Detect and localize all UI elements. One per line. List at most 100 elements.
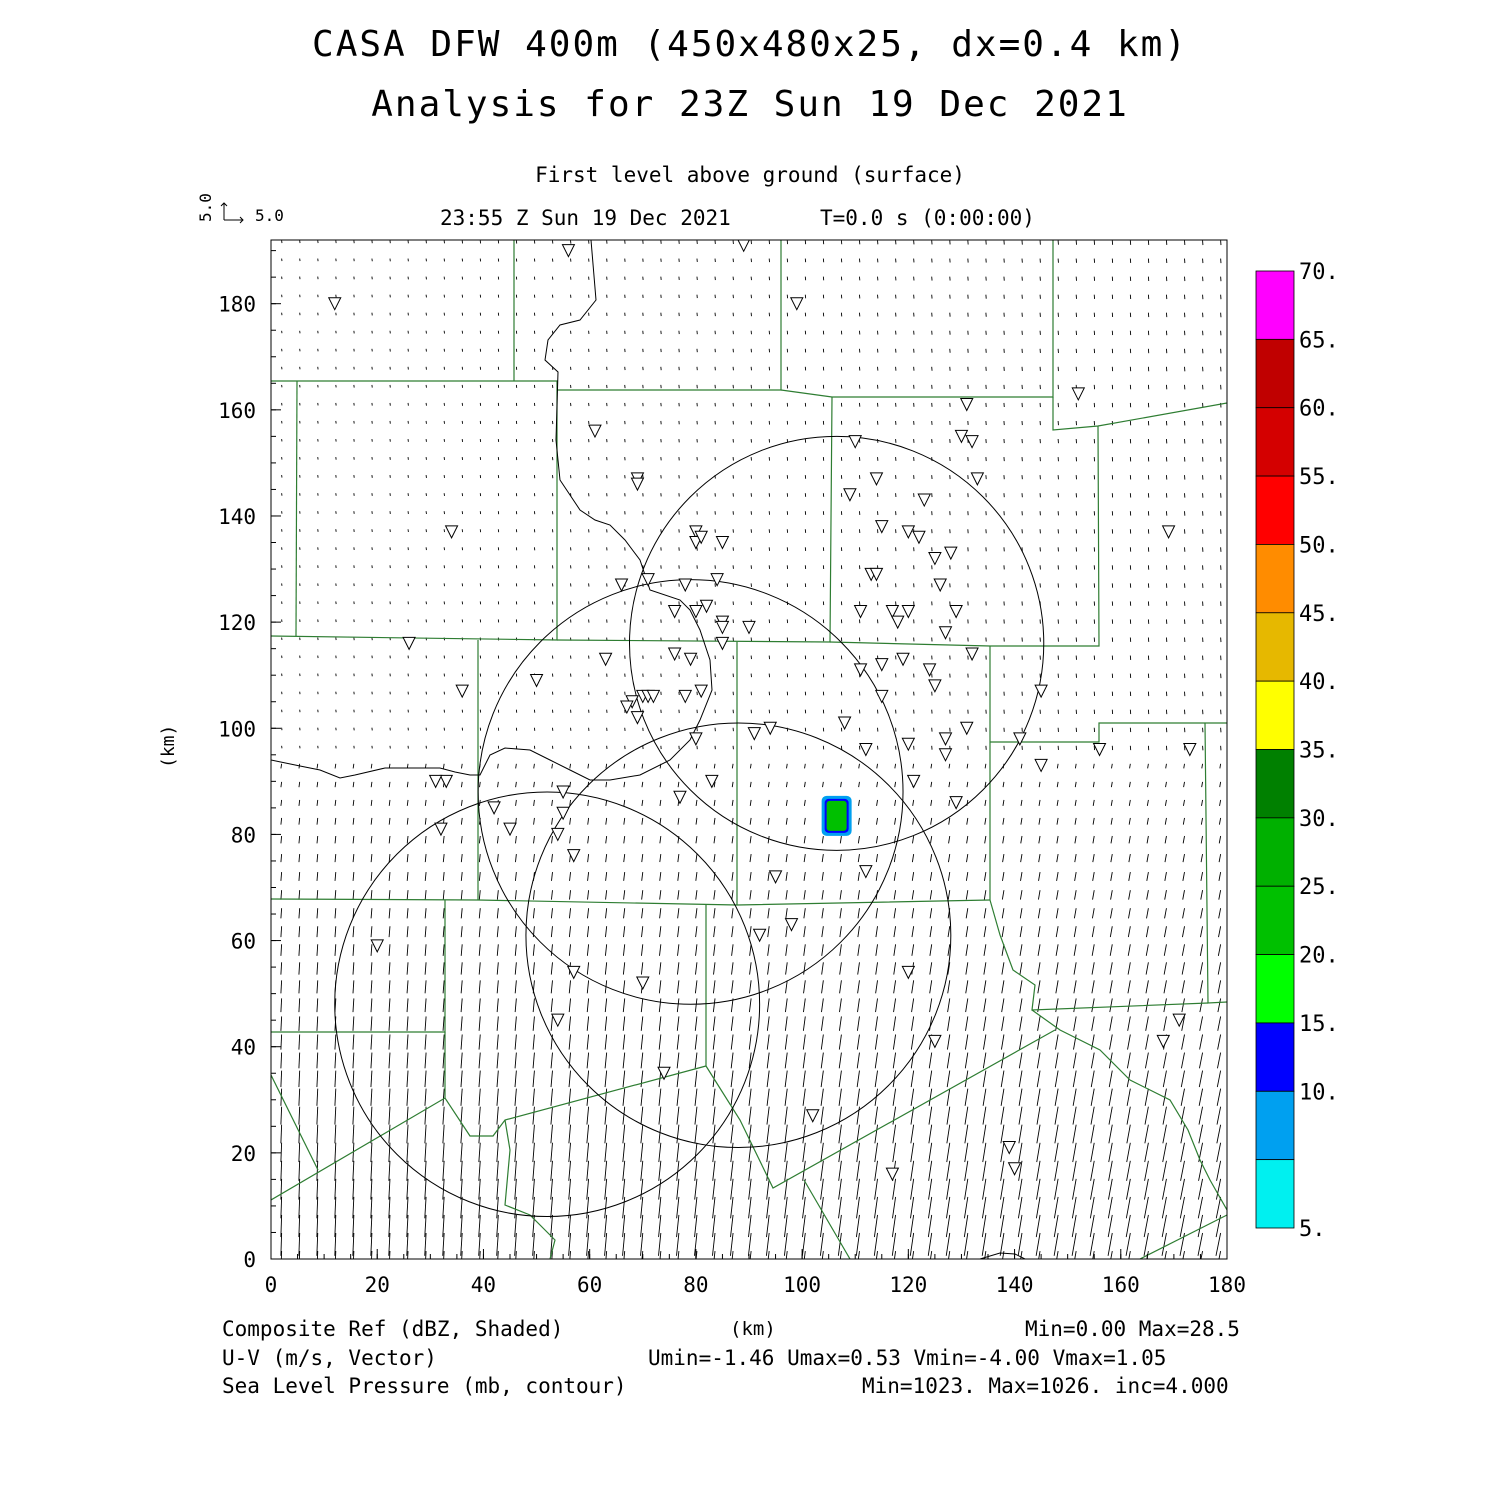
- wind-vector: [694, 998, 698, 1013]
- wind-vector: [496, 1214, 499, 1238]
- wind-vector: [550, 944, 553, 956]
- wind-vector: [946, 1160, 951, 1181]
- wind-vector: [928, 1124, 933, 1144]
- wind-vector: [640, 1088, 644, 1106]
- wind-vector: [370, 980, 373, 994]
- wind-vector: [766, 1034, 770, 1050]
- wind-vector: [1091, 944, 1095, 956]
- station-marker: [853, 663, 868, 678]
- wind-vector: [1110, 872, 1113, 881]
- wind-vector: [1110, 781, 1113, 788]
- wind-vector: [1090, 1160, 1095, 1181]
- wind-vector: [550, 1124, 553, 1144]
- wind-vector: [586, 1196, 590, 1219]
- wind-vector: [478, 1232, 481, 1256]
- wind-vector: [983, 962, 987, 975]
- wind-vector: [1055, 944, 1059, 956]
- wind-vector: [677, 817, 680, 825]
- wind-vector: [352, 926, 355, 938]
- wind-vector: [857, 872, 860, 881]
- wind-vector: [442, 980, 445, 994]
- wind-vector: [406, 1034, 409, 1050]
- wind-vector: [856, 1088, 860, 1106]
- wind-vector: [712, 1052, 716, 1069]
- wind-vector: [1001, 908, 1005, 919]
- wind-vector: [857, 908, 860, 919]
- wind-vector: [388, 998, 391, 1013]
- wind-vector: [316, 1016, 319, 1031]
- wind-vector: [658, 998, 662, 1013]
- wind-vector: [1217, 1052, 1222, 1069]
- wind-vector: [514, 962, 517, 975]
- wind-vector: [1200, 853, 1204, 863]
- wind-vector: [622, 1214, 626, 1238]
- colorbar-label: 50.: [1299, 533, 1339, 558]
- wind-vector: [316, 1124, 319, 1144]
- wind-vector: [316, 799, 319, 806]
- wind-vector: [1036, 1160, 1041, 1181]
- wind-vector: [857, 944, 860, 956]
- wind-vector: [873, 1232, 878, 1256]
- wind-vector: [1000, 1106, 1005, 1125]
- wind-vector: [1037, 908, 1041, 919]
- wind-vector: [912, 799, 915, 806]
- wind-vector: [442, 1160, 445, 1181]
- wind-vector: [479, 781, 481, 788]
- wind-vector: [406, 1088, 409, 1106]
- wind-vector: [640, 1016, 644, 1031]
- wind-vector: [858, 781, 860, 788]
- wind-vector: [839, 872, 842, 881]
- wind-vector: [1019, 998, 1023, 1013]
- wind-vector: [586, 1142, 590, 1163]
- station-marker: [710, 573, 724, 587]
- wind-vector: [586, 1052, 590, 1069]
- footer-field-wind: U-V (m/s, Vector): [222, 1346, 437, 1370]
- wind-vector: [694, 1016, 698, 1031]
- wind-vector: [460, 872, 463, 881]
- wind-vector: [604, 998, 608, 1013]
- wind-vector: [1074, 853, 1077, 863]
- wind-vector: [515, 781, 517, 788]
- wind-vector: [928, 1070, 933, 1088]
- wind-vector: [1199, 980, 1204, 994]
- station-marker: [752, 928, 767, 943]
- wind-vector: [316, 781, 319, 788]
- wind-vector: [442, 1052, 445, 1069]
- wind-vector: [857, 980, 860, 994]
- wind-vector: [910, 1196, 915, 1219]
- wind-vector: [983, 998, 987, 1013]
- wind-vector: [767, 835, 770, 844]
- wind-vector: [478, 980, 481, 994]
- wind-vector: [515, 854, 517, 863]
- wind-vector: [1164, 835, 1167, 844]
- wind-vector: [586, 980, 590, 994]
- wind-vector: [406, 1142, 409, 1163]
- county-line: [989, 899, 1209, 1011]
- wind-vector: [425, 1251, 427, 1259]
- wind-vector: [839, 853, 842, 863]
- wind-vector: [316, 1070, 319, 1088]
- wind-vector: [749, 980, 752, 994]
- wind-vector: [334, 817, 337, 825]
- wind-vector: [963, 1196, 969, 1219]
- wind-vector: [623, 1250, 626, 1259]
- wind-vector: [946, 1124, 951, 1144]
- wind-vector: [605, 908, 608, 919]
- station-marker: [747, 727, 762, 741]
- wind-vector: [370, 817, 373, 825]
- wind-vector: [424, 944, 427, 956]
- wind-vector: [713, 1250, 716, 1259]
- wind-vector: [514, 1124, 517, 1144]
- wind-vector: [316, 763, 319, 769]
- wind-vector: [1072, 1142, 1077, 1163]
- wind-vector: [909, 1232, 915, 1256]
- wind-vector: [551, 872, 553, 881]
- wind-vector: [1127, 926, 1131, 938]
- wind-vector: [406, 854, 409, 863]
- wind-vector: [497, 781, 499, 788]
- wind-vector: [298, 1034, 301, 1050]
- wind-vector: [875, 1250, 878, 1259]
- wind-vector: [371, 1251, 373, 1259]
- wind-vector: [406, 908, 409, 919]
- wind-vector: [1164, 799, 1167, 806]
